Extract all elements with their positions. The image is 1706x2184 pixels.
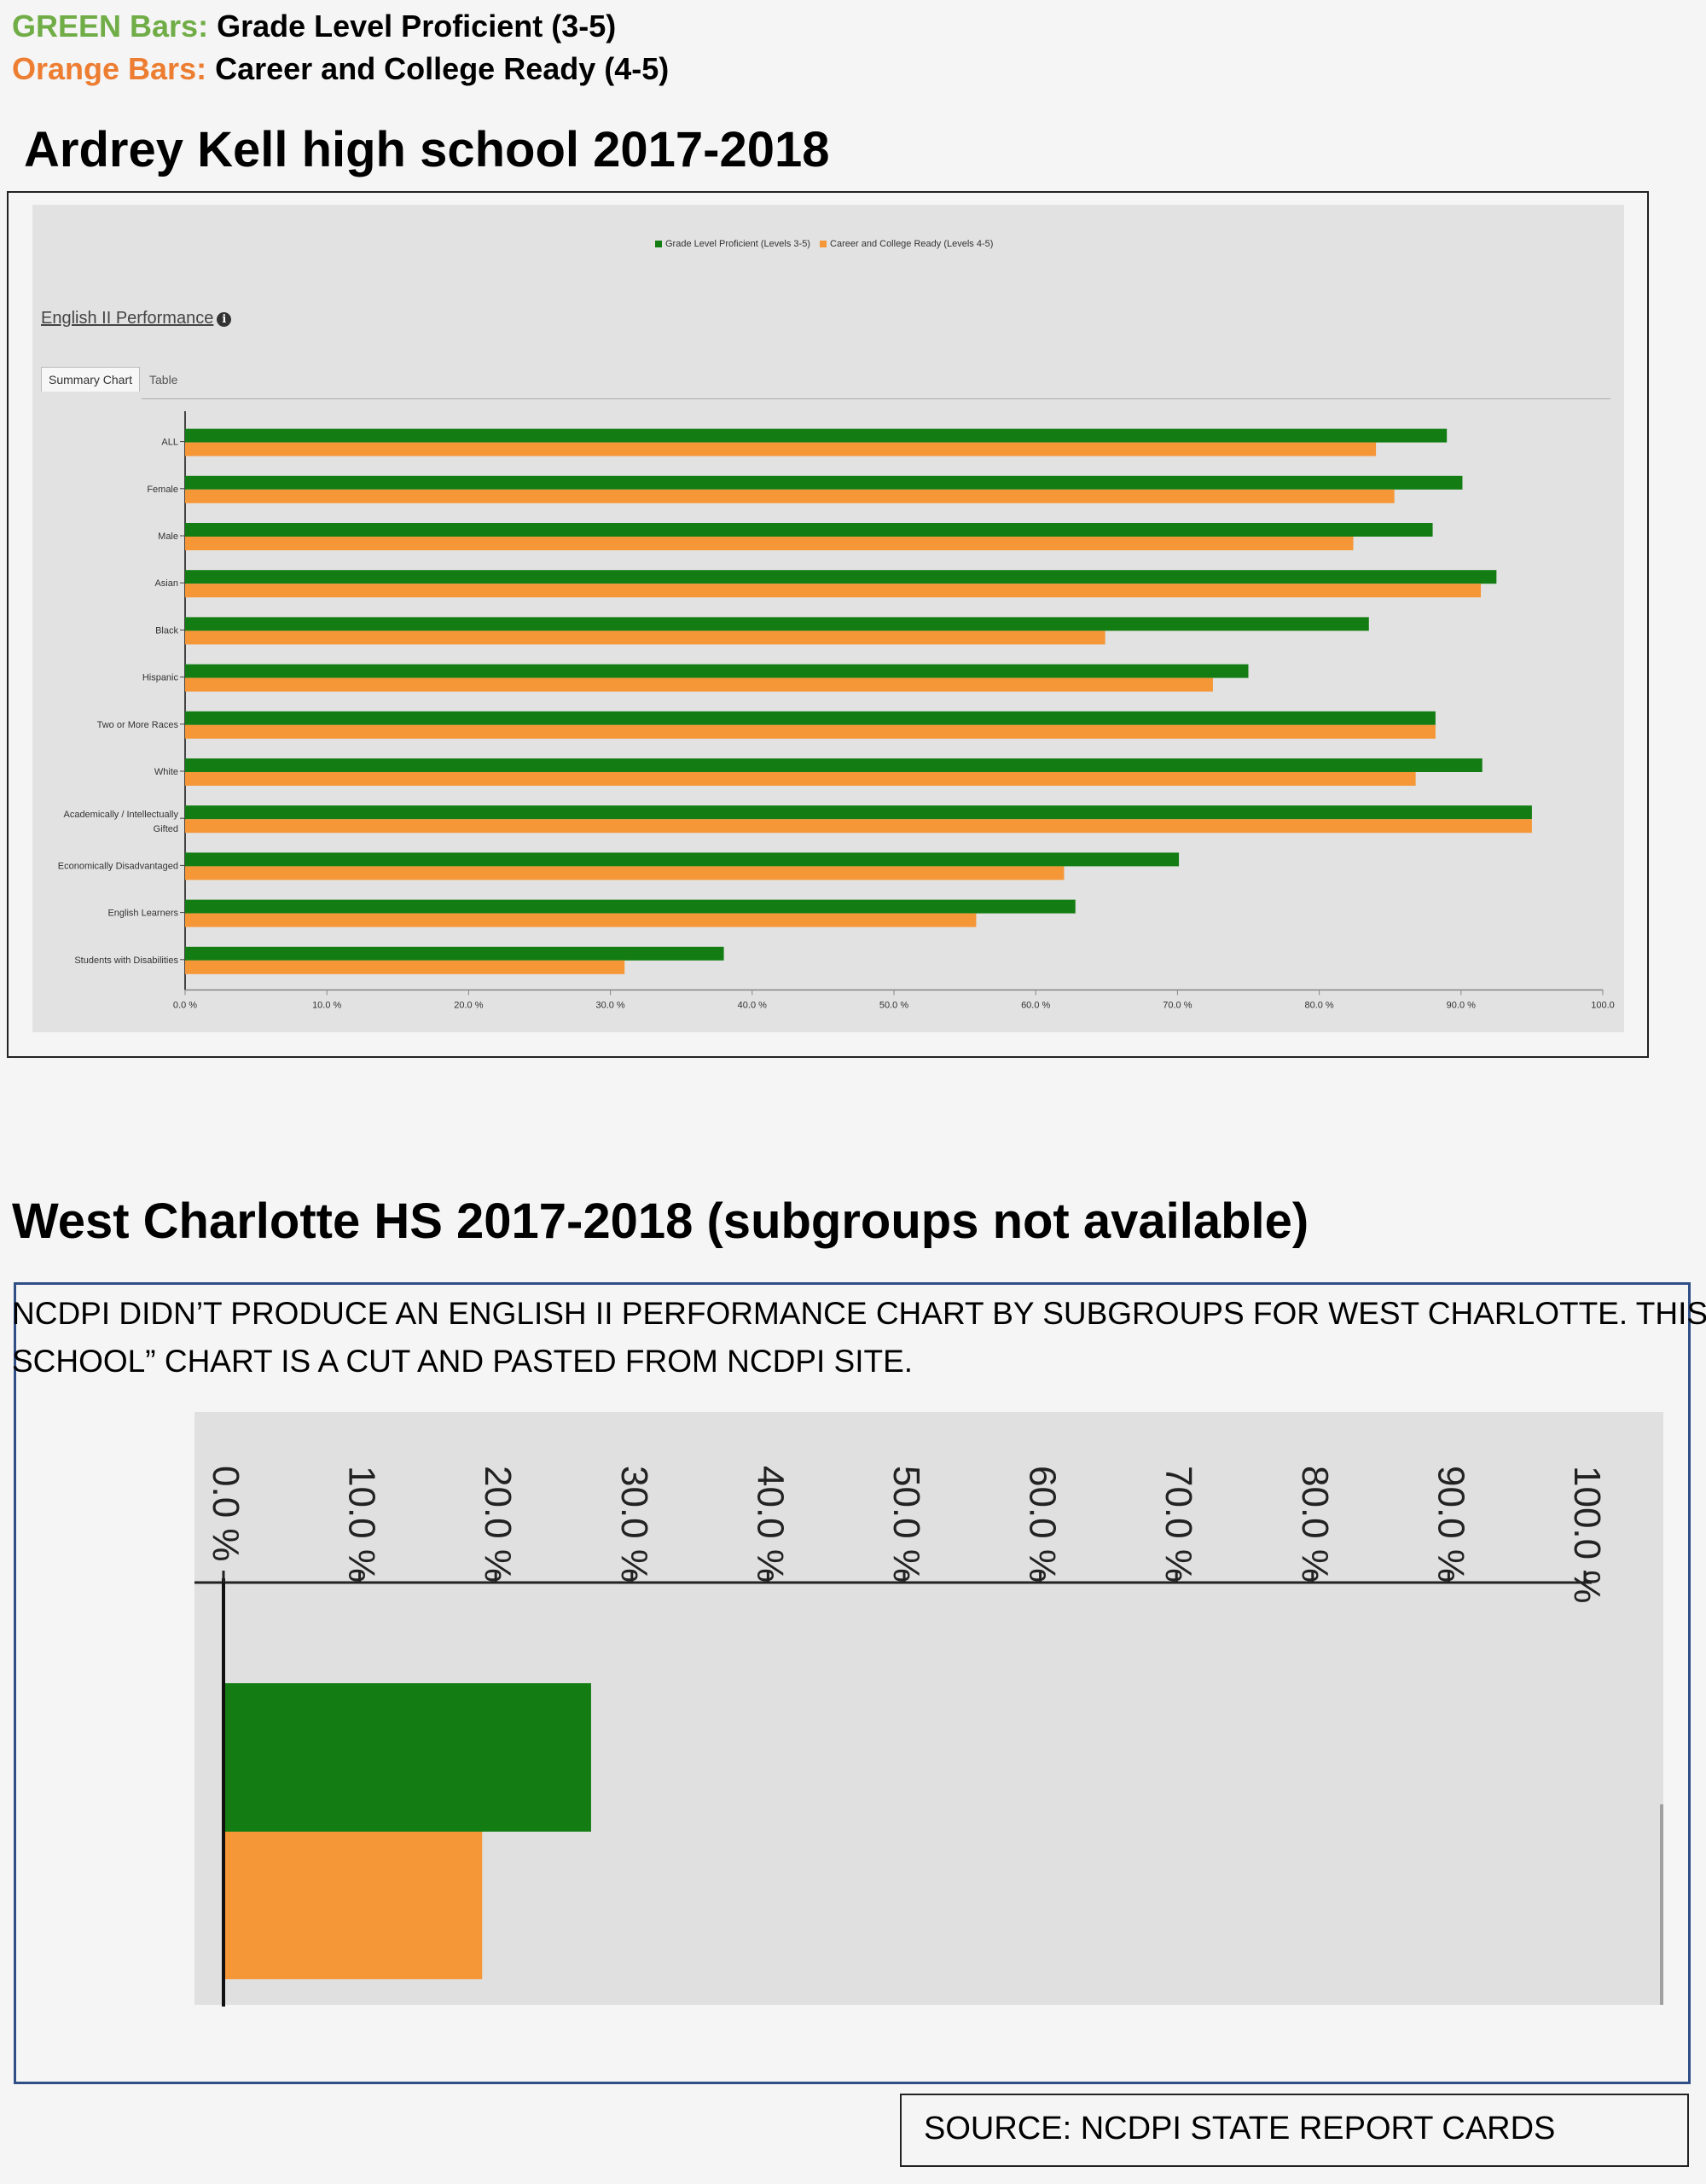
english-ii-performance-link[interactable]: English II Performance — [41, 309, 214, 328]
panel-edge — [1660, 1804, 1663, 2005]
green-bars-prefix: GREEN Bars: — [12, 9, 209, 44]
category-label: Academically / Intellectually Gifted — [63, 810, 178, 834]
green-bars-note: GREEN Bars: Grade Level Proficient (3-5) — [12, 9, 616, 44]
tab-summary-chart[interactable]: Summary Chart — [41, 367, 141, 392]
legend-label-orange: Career and College Ready (Levels 4-5) — [830, 239, 994, 249]
x-tick-label: 50.0 % — [879, 1000, 908, 1010]
bar-orange — [185, 866, 1065, 880]
category-label: ALL — [161, 438, 178, 448]
x-tick-label: 20.0 % — [454, 1000, 483, 1010]
x-tick-label: 90.0 % — [1447, 1000, 1476, 1010]
bar-green — [185, 475, 1463, 490]
west-charlotte-title: West Charlotte HS 2017-2018 (subgroups n… — [12, 1194, 1309, 1249]
bar-green — [185, 664, 1249, 678]
x-tick-label: 10.0 % — [312, 1000, 341, 1010]
chart-heading: English II Performance i — [41, 309, 232, 328]
x-tick-label: 90.0 % — [1430, 1466, 1471, 1583]
category-label: White — [154, 767, 178, 777]
bar-green — [225, 1683, 591, 1832]
x-tick-label: 80.0 % — [1304, 1000, 1333, 1010]
x-tick-label: 40.0 % — [738, 1000, 767, 1010]
category-label: Two or More Races — [97, 720, 179, 730]
bar-green — [185, 523, 1433, 537]
bar-orange — [185, 960, 625, 974]
legend-label-green: Grade Level Proficient (Levels 3-5) — [665, 239, 810, 249]
bar-green — [185, 758, 1483, 772]
x-tick-label: 60.0 % — [1021, 1000, 1050, 1010]
orange-bars-prefix: Orange Bars: — [12, 51, 207, 86]
bar-green — [185, 805, 1532, 820]
green-bars-text: Grade Level Proficient (3-5) — [217, 9, 617, 44]
x-tick-label: 60.0 % — [1022, 1466, 1064, 1583]
bar-green — [185, 617, 1369, 631]
bar-green — [185, 852, 1180, 867]
bar-orange — [185, 677, 1213, 692]
legend-swatch-green — [655, 241, 662, 248]
tab-table[interactable]: Table — [149, 373, 178, 386]
bar-green — [185, 711, 1436, 725]
bar-green — [185, 428, 1448, 443]
x-tick-label: 70.0 % — [1158, 1466, 1199, 1583]
x-tick-label: 20.0 % — [477, 1466, 519, 1583]
bar-orange — [185, 913, 977, 927]
x-tick-label: 80.0 % — [1294, 1466, 1336, 1583]
x-tick-label: 0.0 % — [205, 1466, 247, 1562]
bar-green — [185, 899, 1076, 914]
ardrey-kell-chart: ALL Female Male Asian Black Hispanic Two or Mo… — [58, 411, 1615, 1010]
x-tick-label: 40.0 % — [749, 1466, 791, 1583]
note-line-1: NCDPI DIDN’T PRODUCE AN ENGLISH II PERFO… — [12, 1296, 1706, 1331]
west-charlotte-chart: 0.0 % 10.0 % 20.0 % 30.0 % 40.0 % 50.0 % 60.0 … — [194, 1466, 1608, 2007]
category-label: Asian — [154, 578, 178, 589]
x-tick-label: 30.0 % — [613, 1466, 655, 1583]
category-label: Students with Disabilities — [74, 956, 178, 966]
bar-green — [185, 570, 1497, 584]
bar-orange — [185, 442, 1377, 456]
x-tick-label: 100.0 % — [1566, 1466, 1608, 1603]
tab-divider — [142, 398, 1610, 399]
west-charlotte-note: NCDPI DIDN’T PRODUCE AN ENGLISH II PERFO… — [12, 1290, 1706, 1385]
orange-bars-note: Orange Bars: Career and College Ready (4… — [12, 51, 669, 87]
x-tick-label: 0.0 % — [173, 1000, 197, 1010]
category-label: Female — [147, 485, 178, 495]
info-icon[interactable]: i — [217, 312, 232, 328]
x-tick-label: 30.0 % — [595, 1000, 624, 1010]
ardrey-kell-title: Ardrey Kell high school 2017-2018 — [24, 122, 830, 177]
category-label: Male — [158, 531, 178, 542]
note-line-2: SCHOOL” CHART IS A CUT AND PASTED FROM N… — [12, 1344, 914, 1379]
bar-green — [185, 946, 724, 961]
x-tick-label: 70.0 % — [1163, 1000, 1192, 1010]
category-label: Economically Disadvantaged — [58, 861, 178, 871]
bar-orange — [185, 489, 1395, 503]
orange-bars-text: Career and College Ready (4-5) — [215, 51, 670, 86]
chart-legend: Grade Level Proficient (Levels 3-5) Care… — [655, 239, 993, 249]
category-label: English Learners — [107, 909, 178, 919]
x-tick-label: 100.0 — [1591, 1000, 1615, 1010]
bar-orange — [185, 724, 1436, 739]
source-text: SOURCE: NCDPI STATE REPORT CARDS — [924, 2111, 1556, 2146]
bar-orange — [185, 537, 1354, 550]
west-charlotte-frame — [14, 1282, 1691, 2084]
ardrey-kell-frame — [7, 191, 1649, 1058]
bar-orange — [185, 584, 1482, 598]
legend-swatch-orange — [820, 241, 827, 248]
x-tick-label: 50.0 % — [885, 1466, 927, 1583]
category-label: Black — [155, 625, 178, 636]
bar-orange — [185, 630, 1105, 645]
bar-orange — [225, 1832, 483, 1979]
category-label: Hispanic — [142, 673, 179, 683]
bar-orange — [185, 772, 1416, 786]
source-frame — [900, 2094, 1689, 2167]
bar-orange — [185, 819, 1532, 834]
x-tick-label: 10.0 % — [341, 1466, 383, 1583]
